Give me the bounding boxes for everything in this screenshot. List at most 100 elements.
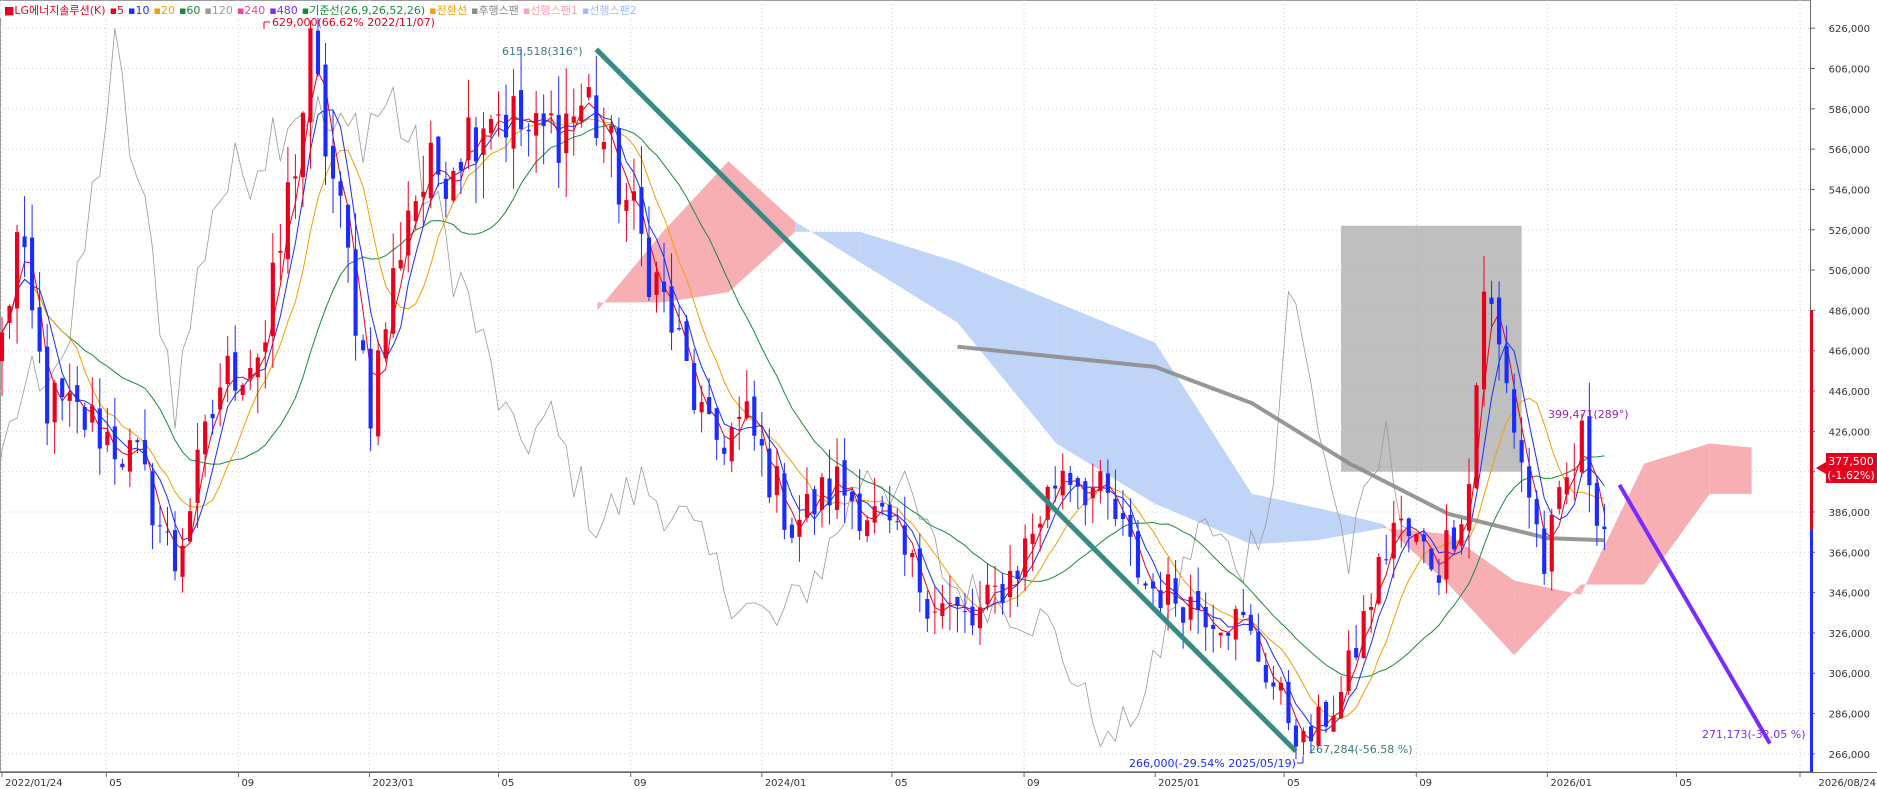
candle[interactable]: [752, 396, 757, 436]
candle[interactable]: [1587, 416, 1592, 486]
candle[interactable]: [1534, 499, 1539, 525]
candle[interactable]: [1429, 548, 1434, 570]
candle[interactable]: [887, 504, 892, 521]
candle[interactable]: [218, 387, 223, 410]
candle[interactable]: [14, 232, 20, 309]
candle[interactable]: [1414, 534, 1419, 542]
candle[interactable]: [1256, 632, 1261, 662]
candle[interactable]: [127, 440, 132, 472]
candle[interactable]: [631, 191, 637, 201]
candle[interactable]: [7, 305, 12, 323]
candle[interactable]: [1354, 647, 1359, 658]
candle[interactable]: [932, 611, 937, 613]
candle[interactable]: [157, 525, 163, 527]
candlesticks[interactable]: [0, 8, 1607, 760]
candle[interactable]: [1143, 583, 1148, 586]
candle[interactable]: [1346, 650, 1351, 691]
candle[interactable]: [1263, 664, 1268, 683]
candle[interactable]: [1549, 514, 1554, 572]
candle[interactable]: [616, 127, 621, 205]
candle[interactable]: [1406, 518, 1411, 537]
candle[interactable]: [210, 413, 215, 419]
candle[interactable]: [1308, 726, 1314, 742]
candle[interactable]: [1023, 538, 1028, 577]
candle[interactable]: [970, 606, 975, 626]
candle[interactable]: [1060, 470, 1065, 496]
candle[interactable]: [503, 114, 509, 138]
candle[interactable]: [1572, 469, 1577, 471]
candle[interactable]: [804, 494, 810, 518]
candle[interactable]: [594, 95, 599, 138]
candle[interactable]: [1474, 385, 1479, 489]
candle[interactable]: [1489, 297, 1494, 304]
candle[interactable]: [97, 408, 102, 449]
candle[interactable]: [300, 112, 305, 178]
candle[interactable]: [1512, 389, 1517, 433]
candle[interactable]: [834, 466, 840, 510]
candle[interactable]: [714, 408, 719, 440]
candle[interactable]: [774, 466, 779, 496]
candle[interactable]: [1331, 715, 1336, 732]
candle[interactable]: [37, 307, 42, 352]
candle[interactable]: [609, 125, 614, 133]
candle[interactable]: [293, 176, 298, 179]
candle[interactable]: [564, 113, 569, 154]
candle[interactable]: [323, 64, 328, 157]
candle[interactable]: [90, 405, 95, 423]
candle[interactable]: [1188, 596, 1193, 620]
candle[interactable]: [910, 552, 915, 558]
candle[interactable]: [865, 520, 870, 537]
candle[interactable]: [1211, 624, 1216, 629]
candle[interactable]: [1158, 590, 1163, 609]
candle[interactable]: [1594, 482, 1599, 526]
candle[interactable]: [579, 105, 584, 122]
candle[interactable]: [60, 378, 65, 398]
candle[interactable]: [1527, 466, 1532, 498]
candle[interactable]: [1015, 570, 1020, 579]
candle[interactable]: [150, 471, 155, 526]
candle[interactable]: [436, 136, 441, 175]
candle[interactable]: [1196, 590, 1201, 610]
candle[interactable]: [1369, 606, 1374, 610]
candle[interactable]: [1323, 701, 1329, 727]
candle[interactable]: [1557, 487, 1562, 509]
candle[interactable]: [466, 117, 471, 161]
candle[interactable]: [180, 545, 185, 577]
candle[interactable]: [699, 402, 704, 413]
candle[interactable]: [692, 363, 697, 411]
candle[interactable]: [902, 525, 907, 555]
candle[interactable]: [744, 401, 749, 419]
candle[interactable]: [1361, 611, 1366, 659]
candle[interactable]: [1218, 632, 1223, 636]
candle[interactable]: [308, 28, 313, 123]
candle[interactable]: [654, 272, 659, 295]
candle[interactable]: [195, 449, 200, 503]
candle[interactable]: [1376, 557, 1381, 604]
candle[interactable]: [1579, 420, 1584, 473]
candle[interactable]: [519, 90, 524, 130]
candle[interactable]: [1098, 471, 1103, 491]
candle[interactable]: [1466, 484, 1472, 531]
candle[interactable]: [895, 521, 900, 523]
candle[interactable]: [67, 393, 72, 401]
candle[interactable]: [473, 127, 479, 162]
candle[interactable]: [1120, 513, 1125, 519]
candle[interactable]: [75, 385, 80, 402]
candle[interactable]: [661, 281, 667, 293]
candle[interactable]: [1278, 682, 1283, 691]
candle[interactable]: [707, 397, 712, 415]
candle[interactable]: [812, 489, 817, 515]
candle[interactable]: [1068, 472, 1073, 485]
candle[interactable]: [940, 603, 945, 617]
candle[interactable]: [1173, 578, 1178, 604]
candle[interactable]: [827, 478, 832, 506]
candle[interactable]: [1181, 607, 1186, 623]
candle[interactable]: [571, 116, 576, 123]
candle[interactable]: [526, 129, 531, 132]
candle[interactable]: [677, 328, 682, 330]
candle[interactable]: [142, 440, 148, 465]
candle[interactable]: [1444, 530, 1449, 580]
candle[interactable]: [1105, 473, 1110, 493]
